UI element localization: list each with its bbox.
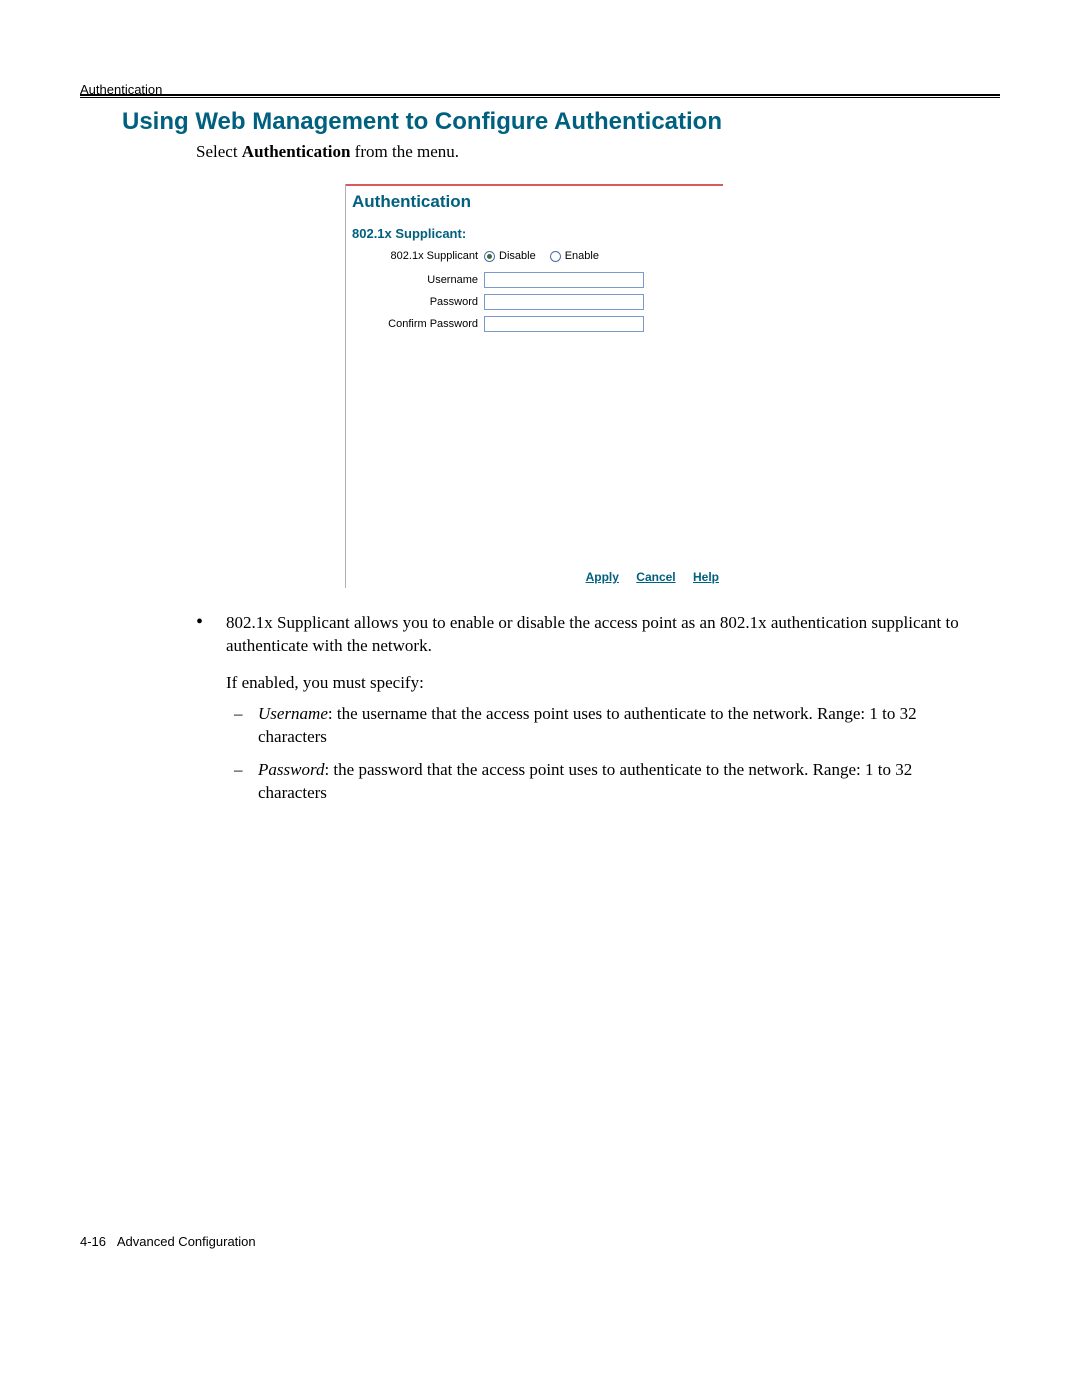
radio-disable[interactable]	[484, 251, 495, 262]
bullet1-text: 802.1x Supplicant allows you to enable o…	[226, 613, 959, 655]
confirm-input[interactable]	[484, 316, 644, 332]
header-rule-thick	[80, 94, 1000, 96]
row-password: Password	[386, 294, 644, 310]
apply-link[interactable]: Apply	[586, 570, 619, 584]
password-label: Password	[386, 296, 484, 308]
page-number: 4-16	[80, 1234, 106, 1249]
panel-subtitle: 802.1x Supplicant:	[352, 226, 466, 241]
page: Authentication Using Web Management to C…	[0, 0, 1080, 1397]
password-input[interactable]	[484, 294, 644, 310]
panel-actions: Apply Cancel Help	[572, 570, 719, 584]
radio-enable[interactable]	[550, 251, 561, 262]
sub-item-password: Password: the password that the access p…	[226, 759, 980, 805]
supplicant-label: 802.1x Supplicant	[386, 250, 484, 262]
row-username: Username	[386, 272, 644, 288]
sub2-rest: : the password that the access point use…	[258, 760, 912, 802]
username-input[interactable]	[484, 272, 644, 288]
bullet-list: 802.1x Supplicant allows you to enable o…	[196, 612, 980, 805]
body-block: 802.1x Supplicant allows you to enable o…	[196, 612, 980, 815]
panel-title: Authentication	[352, 192, 471, 212]
cancel-link[interactable]: Cancel	[636, 570, 675, 584]
section-title: Using Web Management to Configure Authen…	[122, 108, 722, 136]
username-label: Username	[386, 274, 484, 286]
sub1-term: Username	[258, 704, 328, 723]
panel-top-rule	[346, 184, 723, 186]
sub1-rest: : the username that the access point use…	[258, 704, 917, 746]
if-enabled-text: If enabled, you must specify:	[226, 672, 980, 695]
intro-prefix: Select	[196, 142, 242, 161]
row-supplicant: 802.1x Supplicant Disable Enable	[386, 250, 599, 262]
radio-disable-label: Disable	[499, 250, 536, 262]
radio-enable-label: Enable	[565, 250, 599, 262]
intro-line: Select Authentication from the menu.	[196, 142, 459, 162]
intro-suffix: from the menu.	[350, 142, 459, 161]
row-confirm: Confirm Password	[386, 316, 644, 332]
bullet-item-1: 802.1x Supplicant allows you to enable o…	[196, 612, 980, 805]
supplicant-radio-group: Disable Enable	[484, 250, 599, 262]
sub-bullet-list: Username: the username that the access p…	[226, 703, 980, 805]
sub2-term: Password	[258, 760, 324, 779]
auth-panel: Authentication 802.1x Supplicant: 802.1x…	[345, 184, 723, 588]
intro-bold: Authentication	[242, 142, 351, 161]
sub-item-username: Username: the username that the access p…	[226, 703, 980, 749]
footer: 4-16 Advanced Configuration	[80, 1234, 256, 1249]
confirm-label: Confirm Password	[386, 318, 484, 330]
doc-section: Advanced Configuration	[117, 1234, 256, 1249]
help-link[interactable]: Help	[693, 570, 719, 584]
header-rule-thin	[80, 97, 1000, 98]
